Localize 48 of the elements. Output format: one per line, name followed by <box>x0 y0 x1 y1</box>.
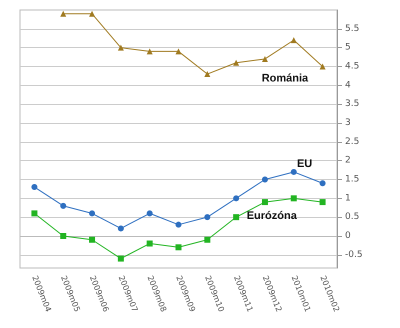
point <box>146 210 153 216</box>
point <box>320 180 326 186</box>
point <box>60 202 66 209</box>
point <box>204 214 210 220</box>
point <box>233 214 240 220</box>
point <box>262 56 268 62</box>
point <box>176 244 182 250</box>
point <box>31 184 38 190</box>
y-tick-label: 3 <box>345 118 351 128</box>
y-tick-label: 4 <box>345 80 351 90</box>
series-label: Eurózóna <box>246 210 298 222</box>
point <box>204 236 210 243</box>
y-tick-label: 5.5 <box>345 24 360 34</box>
y-tick-label: 4.5 <box>345 61 360 72</box>
point <box>320 199 326 206</box>
point <box>89 236 96 243</box>
point <box>262 176 268 182</box>
y-tick-label: 2 <box>345 156 351 166</box>
point <box>233 195 240 202</box>
point <box>146 48 153 54</box>
point <box>290 195 297 202</box>
point <box>176 48 182 54</box>
y-tick-label: 1.5 <box>345 174 360 184</box>
series-label: Románia <box>262 72 310 84</box>
point <box>31 210 38 216</box>
point <box>176 222 182 228</box>
point <box>290 37 297 44</box>
point <box>262 199 268 206</box>
point <box>320 63 326 70</box>
point <box>118 225 124 232</box>
point <box>89 210 96 216</box>
y-tick-label: 3.5 <box>345 99 360 110</box>
y-tick-label: 5 <box>345 42 351 53</box>
y-tick-label: 0.5 <box>345 212 360 222</box>
point <box>290 168 297 175</box>
series-label: EU <box>296 158 312 170</box>
point <box>60 10 66 17</box>
y-tick-label: 0 <box>345 230 351 241</box>
point <box>60 232 66 239</box>
point <box>146 240 153 247</box>
y-tick-label: 1 <box>345 193 351 204</box>
point <box>233 60 240 66</box>
point <box>204 71 210 78</box>
point <box>118 44 124 51</box>
y-tick-label: 2.5 <box>345 136 360 147</box>
point <box>118 256 124 262</box>
point <box>89 10 96 17</box>
y-tick-label: -0.5 <box>345 250 363 260</box>
